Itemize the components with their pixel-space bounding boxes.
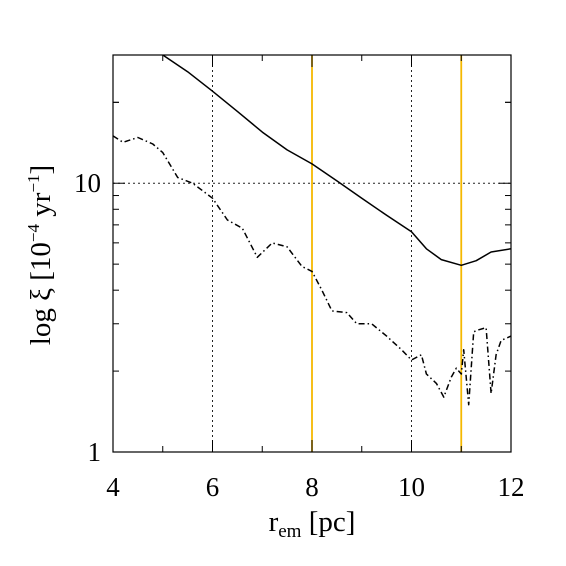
x-tick-label: 10 bbox=[398, 472, 425, 502]
x-tick-label: 8 bbox=[305, 472, 319, 502]
x-tick-label: 12 bbox=[498, 472, 525, 502]
series-line-dash-dot bbox=[113, 135, 511, 406]
x-axis-title: rem [pc] bbox=[269, 506, 356, 542]
series-group bbox=[113, 55, 511, 406]
x-tick-label: 6 bbox=[206, 472, 220, 502]
y-tick-label: 10 bbox=[74, 168, 101, 198]
y-tick-label: 1 bbox=[88, 437, 102, 467]
y-axis-title: log ξ [10−4 yr−1] bbox=[24, 165, 57, 345]
x-tick-label: 4 bbox=[106, 472, 120, 502]
tick-labels: 4 6 8 10 12 1 10 bbox=[74, 168, 525, 502]
reference-lines bbox=[113, 55, 511, 452]
ticks bbox=[112, 54, 512, 453]
series-line-solid bbox=[162, 55, 511, 267]
